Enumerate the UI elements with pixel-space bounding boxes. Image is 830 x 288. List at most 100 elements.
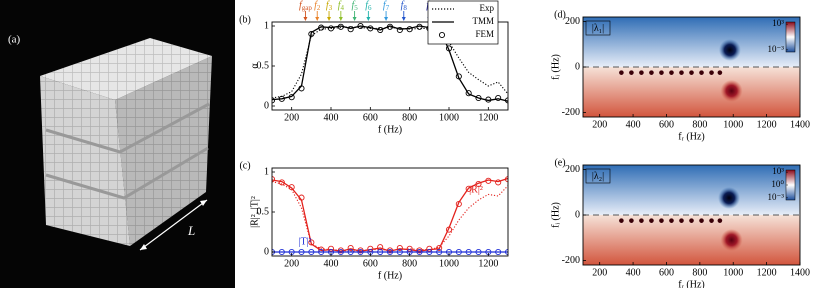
x-tick-label: 1000 <box>439 258 459 269</box>
data-point <box>495 248 502 256</box>
data-point <box>436 248 443 256</box>
data-line <box>272 177 508 252</box>
x-tick-label: 600 <box>659 119 674 130</box>
x-tick-label: 400 <box>626 267 641 278</box>
plot-area <box>583 17 800 117</box>
marker-symbol: f <box>314 0 318 11</box>
y-tick-label: 1 <box>264 20 269 31</box>
panel-label: (c) <box>239 160 250 171</box>
label-box <box>585 168 611 184</box>
marker-sub: 7 <box>386 4 390 12</box>
x-tick-label: 800 <box>402 112 417 123</box>
x-tick-label: 1200 <box>478 112 498 123</box>
data-point <box>278 179 285 186</box>
zero-dot <box>639 70 644 75</box>
data-point <box>347 248 354 256</box>
zero-dot <box>689 218 694 223</box>
y-tick-label: 0 <box>575 61 580 72</box>
data-point <box>298 248 305 256</box>
marker-symbol: f <box>401 0 405 11</box>
data-point <box>298 85 305 92</box>
data-point <box>455 200 462 208</box>
data-point <box>416 23 423 30</box>
y-tick-label: 200 <box>565 16 580 27</box>
marker-head <box>352 17 357 21</box>
colorbar <box>785 21 796 53</box>
data-point <box>272 176 276 183</box>
data-point <box>495 179 502 186</box>
y-tick-label: 200 <box>565 164 580 175</box>
marker-head <box>315 17 320 21</box>
legend-label: Exp <box>480 3 495 13</box>
y-tick-label: 0 <box>264 246 269 257</box>
panel-label: (e) <box>554 157 565 168</box>
zero-dot <box>629 70 634 75</box>
legend-label: TMM <box>472 16 494 26</box>
zero-dot <box>717 70 723 75</box>
panel-label: (b) <box>239 14 251 25</box>
data-point <box>367 25 374 32</box>
data-point <box>337 247 344 254</box>
x-tick-label: 200 <box>592 267 607 278</box>
data-point <box>396 248 403 256</box>
marker-label: f7 <box>383 0 390 11</box>
data-point <box>308 239 315 246</box>
zero-dot <box>669 218 674 223</box>
zero-dot <box>659 218 664 223</box>
data-point <box>465 90 472 97</box>
x-tick-label: 200 <box>284 112 299 123</box>
marker-label: f8 <box>401 0 408 11</box>
x-tick-label: 200 <box>284 258 299 269</box>
data-point <box>347 244 354 252</box>
heatmap-lower <box>583 215 800 265</box>
zero-dot <box>679 218 684 223</box>
map-label: |λ₁| <box>592 23 604 34</box>
x-tick-label: 1200 <box>757 267 777 278</box>
legend-label: FEM <box>475 29 494 39</box>
y-tick-label: 0 <box>575 209 580 220</box>
zero-dot <box>669 70 674 75</box>
y-tick-label: 0.5 <box>257 60 270 71</box>
data-point <box>298 194 305 201</box>
heatmap-lower <box>583 67 800 117</box>
x-tick-label: 1200 <box>478 258 498 269</box>
marker-symbol: f <box>338 0 342 11</box>
marker-label: f5 <box>351 0 358 11</box>
y-tick-label: 1 <box>264 166 269 177</box>
marker-symbol: f <box>351 0 355 11</box>
marker-symbol: f <box>365 0 369 11</box>
zero-dot <box>619 218 624 223</box>
data-point <box>308 248 315 256</box>
y-axis-label: fᵢ (Hz) <box>550 202 561 228</box>
x-tick-label: 600 <box>363 258 378 269</box>
data-point <box>445 226 453 233</box>
data-point <box>485 96 492 103</box>
data-point <box>377 26 384 34</box>
x-axis-label: f (Hz) <box>378 124 402 135</box>
data-point <box>278 95 285 102</box>
data-point <box>396 26 403 34</box>
data-point <box>318 248 325 256</box>
x-tick-label: 800 <box>692 267 707 278</box>
y-axis-label: α <box>249 63 260 69</box>
colorbar-label: 10⁻³ <box>768 44 785 54</box>
data-point <box>377 248 384 256</box>
photo: (a) L <box>0 0 235 288</box>
zero-dot <box>709 70 714 75</box>
data-point <box>272 97 276 104</box>
y-tick-label: 0 <box>264 100 269 111</box>
marker-symbol: f <box>299 0 303 11</box>
zero-dot <box>699 218 704 223</box>
plot-area <box>272 176 508 256</box>
zero-dot <box>629 218 634 223</box>
annotation: |R|² <box>469 184 483 195</box>
y-axis-label: |R|², |T|² <box>249 196 260 228</box>
colorbar-label: 10³ <box>772 166 784 176</box>
panel-label: (d) <box>554 9 566 20</box>
x-tick-label: 200 <box>592 119 607 130</box>
data-point <box>278 248 285 256</box>
zero-dot <box>689 70 694 75</box>
marker-sub: 5 <box>354 4 358 12</box>
data-point <box>436 244 443 252</box>
